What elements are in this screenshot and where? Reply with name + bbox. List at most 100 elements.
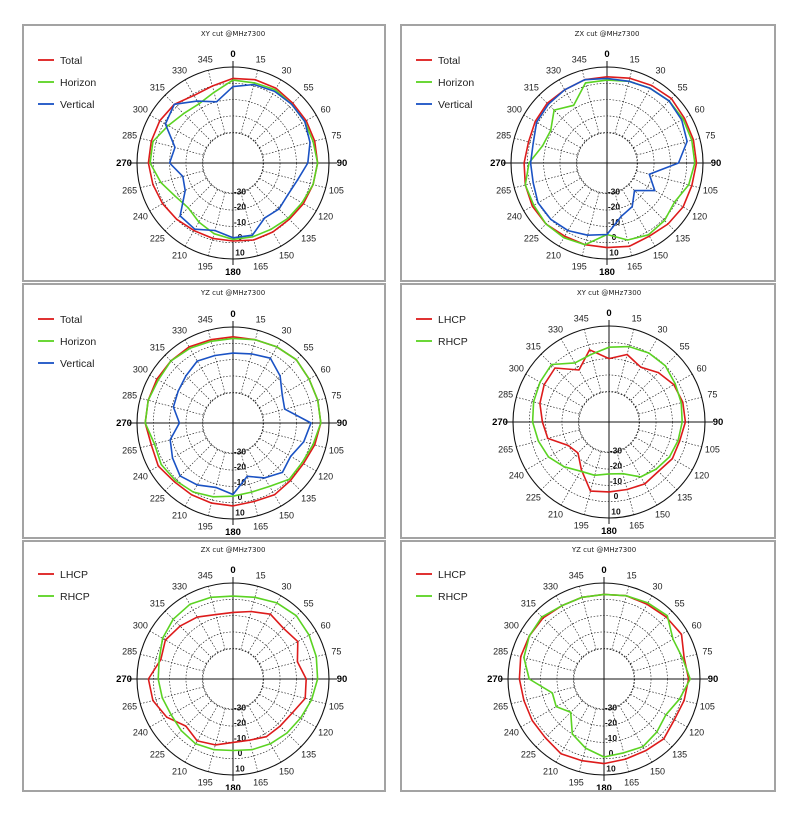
angle-tick-label: 225: [521, 750, 536, 760]
chart-panel-xy-cut: XY cut @MHz7300 0 15 30 55 60 75 90 105 120 135 150…: [22, 24, 386, 282]
series-line-rhcp: [523, 593, 692, 758]
grid-spoke: [633, 178, 691, 212]
angle-tick-label: 225: [526, 493, 541, 503]
grid-spoke: [184, 339, 218, 397]
legend-label: Total: [60, 314, 82, 326]
angle-tick-label: 165: [253, 521, 268, 531]
angle-tick-label: 0: [230, 565, 235, 576]
angle-tick-label: 30: [281, 581, 291, 591]
legend-label: RHCP: [60, 591, 90, 603]
angle-tick-label: 75: [705, 130, 715, 140]
angle-tick-label: 195: [198, 777, 213, 787]
angle-tick-label: 180: [601, 526, 617, 537]
angle-tick-label: 300: [504, 621, 519, 631]
grid-spoke: [540, 353, 588, 401]
angle-tick-label: 15: [256, 315, 266, 325]
angle-tick-label: 150: [655, 510, 670, 520]
angle-tick-label: 90: [337, 418, 348, 429]
legend-label: Horizon: [60, 336, 96, 348]
grid-spoke: [611, 708, 630, 772]
angle-tick-label: 15: [627, 571, 637, 581]
grid-spoke: [583, 329, 602, 393]
angle-tick-label: 0: [604, 49, 609, 60]
series-line-lhcp: [539, 349, 687, 493]
angle-tick-label: 240: [133, 472, 148, 482]
polar-chart-svg: YZ cut @MHz7300 0 15 30 55 60 75 90 105 120 135 150…: [416, 546, 719, 790]
angle-tick-label: 265: [496, 186, 511, 196]
grid-spoke: [248, 595, 282, 653]
radial-tick-label: -30: [234, 187, 247, 197]
angle-tick-label: 150: [650, 767, 665, 777]
polar-chart-svg: XY cut @MHz7300 0 15 30 55 60 75 90 105 120 135 150…: [416, 289, 723, 537]
angle-tick-label: 120: [689, 728, 704, 738]
grid-spoke: [259, 694, 317, 728]
grid-spoke: [611, 586, 630, 650]
angle-tick-label: 285: [496, 130, 511, 140]
angle-tick-label: 330: [543, 581, 558, 591]
angle-tick-label: 345: [569, 571, 584, 581]
radial-tick-label: -20: [610, 461, 623, 471]
grid-spoke: [516, 396, 580, 415]
angle-tick-label: 345: [198, 571, 213, 581]
grid-spoke: [262, 170, 326, 189]
grid-spoke: [140, 653, 204, 672]
chart-panel-zx-cut-cp: ZX cut @MHz7300 0 15 30 55 60 75 90 105 120 135 150…: [22, 540, 386, 792]
angle-tick-label: 105: [329, 446, 344, 456]
grid-spoke: [254, 610, 302, 658]
angle-tick-label: 90: [708, 674, 719, 685]
grid-spoke: [149, 630, 207, 664]
angle-tick-label: 330: [172, 581, 187, 591]
grid-spoke: [633, 114, 691, 148]
grid-spoke: [635, 437, 693, 471]
angle-tick-label: 55: [304, 598, 314, 608]
grid-spoke: [259, 374, 317, 408]
angle-tick-label: 55: [678, 82, 688, 92]
legend-label: LHCP: [60, 569, 88, 581]
radial-tick-label: 10: [235, 247, 245, 257]
radial-tick-label: 10: [611, 506, 621, 516]
radial-tick-label: 10: [609, 247, 619, 257]
grid-spoke: [184, 79, 218, 137]
polar-chart-svg: ZX cut @MHz7300 0 15 30 55 60 75 90 105 120 135 150…: [416, 30, 721, 278]
angle-tick-label: 75: [707, 389, 717, 399]
radial-tick-label: -30: [608, 187, 621, 197]
angle-tick-label: 285: [122, 646, 137, 656]
grid-spoke: [625, 610, 673, 658]
grid-spoke: [184, 189, 218, 247]
grid-spoke: [207, 192, 226, 256]
chart-title: ZX cut @MHz7300: [575, 30, 640, 38]
polar-chart-svg: XY cut @MHz7300 0 15 30 55 60 75 90 105 120 135 150…: [38, 30, 347, 278]
grid-spoke: [140, 397, 204, 416]
grid-spoke: [164, 700, 212, 748]
angle-tick-label: 120: [318, 728, 333, 738]
radial-tick-label: -10: [608, 217, 621, 227]
angle-tick-label: 240: [133, 728, 148, 738]
grid-spoke: [240, 330, 259, 394]
angle-tick-label: 315: [526, 341, 541, 351]
angle-tick-label: 285: [122, 130, 137, 140]
chart-title: ZX cut @MHz7300: [201, 546, 266, 554]
angle-tick-label: 55: [304, 82, 314, 92]
grid-spoke: [164, 354, 212, 402]
grid-spoke: [254, 354, 302, 402]
angle-tick-label: 315: [150, 82, 165, 92]
chart-title: YZ cut @MHz7300: [200, 289, 265, 297]
grid-spoke: [259, 438, 317, 472]
angle-tick-label: 90: [337, 674, 348, 685]
angle-tick-label: 55: [675, 598, 685, 608]
angle-tick-label: 180: [225, 527, 241, 537]
angle-tick-label: 75: [702, 646, 712, 656]
angle-tick-label: 270: [487, 674, 503, 685]
angle-tick-label: 210: [172, 767, 187, 777]
series-line-rhcp: [531, 345, 684, 478]
chart-panel-zx-cut: ZX cut @MHz7300 0 15 30 55 60 75 90 105 120 135 150…: [400, 24, 776, 282]
angle-tick-label: 135: [301, 750, 316, 760]
angle-tick-label: 150: [653, 251, 668, 261]
angle-tick-label: 210: [172, 251, 187, 261]
grid-spoke: [630, 353, 678, 401]
grid-spoke: [630, 443, 678, 491]
grid-spoke: [635, 373, 693, 407]
radial-tick-label: 0: [614, 491, 619, 501]
grid-spoke: [240, 192, 259, 256]
angle-tick-label: 120: [694, 471, 709, 481]
